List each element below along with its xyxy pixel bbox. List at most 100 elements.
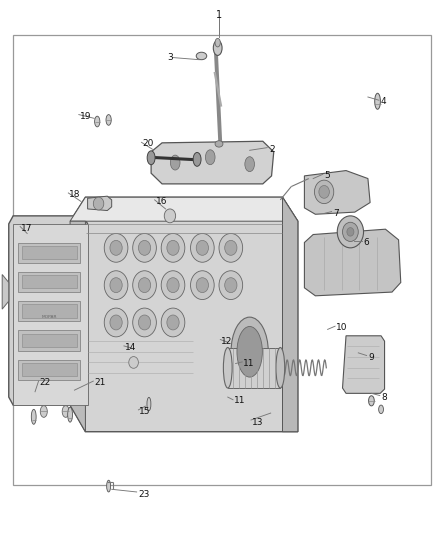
Ellipse shape [213,41,222,55]
Circle shape [93,197,104,210]
Circle shape [314,180,334,204]
Text: 1: 1 [216,10,222,20]
Text: 20: 20 [142,140,154,148]
Ellipse shape [193,152,201,166]
Ellipse shape [170,155,180,170]
Circle shape [129,357,138,368]
Text: 18: 18 [69,190,81,199]
Text: 2: 2 [269,145,275,154]
Circle shape [133,233,156,262]
Circle shape [161,308,185,337]
Circle shape [343,222,358,241]
Bar [22,246,77,259]
Polygon shape [2,274,9,309]
Polygon shape [151,141,274,184]
Bar [13,35,431,485]
Bar [18,243,80,263]
Text: MOPAR: MOPAR [42,315,57,319]
Ellipse shape [237,326,262,377]
Ellipse shape [215,38,220,47]
Bar [22,275,77,288]
Circle shape [167,315,179,330]
Ellipse shape [62,406,69,417]
Circle shape [161,271,185,300]
Circle shape [110,240,122,255]
Circle shape [110,315,122,330]
Text: 9: 9 [368,353,374,361]
Circle shape [191,233,214,262]
Polygon shape [13,224,88,405]
Text: 10: 10 [336,324,348,332]
Circle shape [138,315,151,330]
Text: 6: 6 [364,238,369,247]
Circle shape [319,185,329,198]
Ellipse shape [276,348,285,388]
Circle shape [219,271,243,300]
Circle shape [347,228,354,236]
Circle shape [219,233,243,262]
Circle shape [167,240,179,255]
Polygon shape [70,221,85,432]
Bar [18,360,80,380]
Bar [22,334,77,347]
Text: 15: 15 [139,407,151,416]
Ellipse shape [95,116,100,127]
Ellipse shape [147,398,151,411]
Circle shape [138,240,151,255]
Bar [22,363,77,376]
Circle shape [104,271,128,300]
Circle shape [225,240,237,255]
Text: 13: 13 [252,418,263,426]
Ellipse shape [106,115,111,125]
Ellipse shape [215,141,223,147]
Ellipse shape [223,348,232,388]
Circle shape [191,271,214,300]
Text: 23: 23 [138,490,149,498]
Ellipse shape [374,93,380,109]
Ellipse shape [231,317,268,386]
Ellipse shape [205,150,215,165]
Text: 11: 11 [234,397,246,405]
Bar [228,348,280,388]
Circle shape [225,278,237,293]
Text: 3: 3 [167,53,173,62]
Ellipse shape [40,406,47,417]
Polygon shape [304,229,401,296]
Polygon shape [88,196,112,211]
Ellipse shape [32,409,36,424]
Text: 7: 7 [333,209,339,217]
Ellipse shape [368,395,374,406]
Polygon shape [9,216,88,405]
Ellipse shape [67,407,73,422]
Circle shape [133,308,156,337]
Text: 5: 5 [324,172,330,180]
Polygon shape [70,197,298,221]
Bar [18,272,80,292]
Text: 4: 4 [381,97,387,106]
Circle shape [161,233,185,262]
Circle shape [138,278,151,293]
Text: 16: 16 [155,197,167,206]
Ellipse shape [245,157,254,172]
Text: 12: 12 [221,337,233,345]
Text: 21: 21 [94,378,106,387]
Circle shape [337,216,364,248]
Bar [22,304,77,318]
Ellipse shape [147,151,155,165]
Text: 22: 22 [39,378,51,387]
Circle shape [196,240,208,255]
Circle shape [164,209,176,223]
Polygon shape [70,197,298,432]
Ellipse shape [106,480,111,492]
Polygon shape [304,171,370,214]
Text: 19: 19 [80,112,91,120]
Text: 14: 14 [125,343,136,352]
Circle shape [104,233,128,262]
Ellipse shape [378,405,384,414]
Polygon shape [283,197,298,432]
Circle shape [133,271,156,300]
Bar [18,330,80,351]
Circle shape [196,278,208,293]
Circle shape [167,278,179,293]
Circle shape [110,278,122,293]
